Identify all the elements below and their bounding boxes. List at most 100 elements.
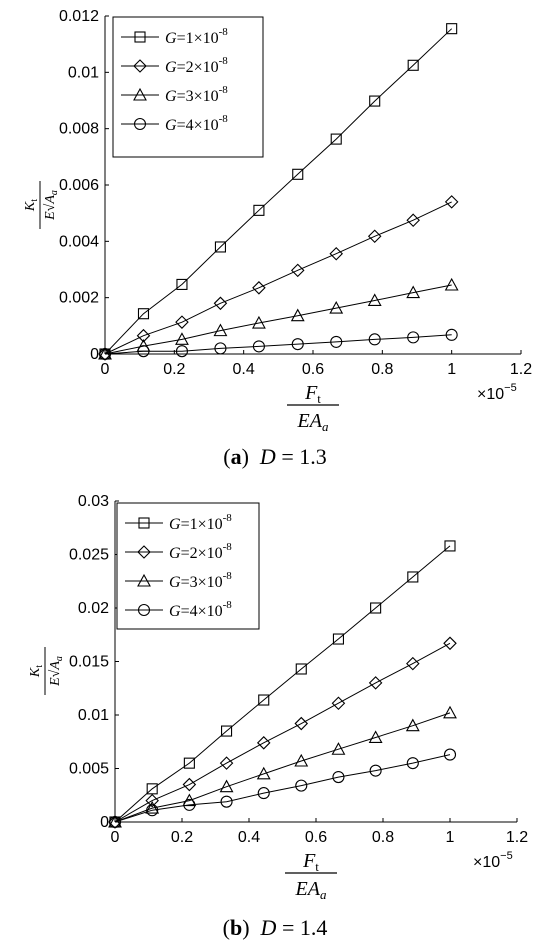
chart-a-x-label: Ft EAa bbox=[287, 382, 339, 434]
chart-b-x-tick-label: 0.6 bbox=[305, 829, 327, 846]
chart-a-triangle-marker bbox=[367, 293, 382, 307]
chart-b-legend-marker bbox=[137, 545, 151, 559]
chart-a-legend-marker bbox=[133, 59, 147, 73]
chart-b-legend: G=1×10-8 G=2×10-8 G=3×10-8 G=4×10-8 bbox=[116, 502, 260, 630]
chart-b-legend-marker bbox=[138, 517, 150, 529]
chart-a-triangle-marker bbox=[290, 308, 305, 322]
chart-a-y-tick-label: 0.01 bbox=[68, 64, 99, 81]
chart-panel-a: 0 0.002 0.004 0.006 0.008 0.01 0.012 0 0.2 0.4 0.6… bbox=[23, 8, 532, 469]
chart-b-triangle-marker bbox=[331, 742, 346, 755]
chart-b-y-tick-label: 0.03 bbox=[78, 493, 109, 510]
chart-b-y-tick-label: 0.015 bbox=[69, 654, 109, 671]
chart-a-circle-marker bbox=[407, 331, 420, 344]
chart-a-circle-marker bbox=[330, 335, 343, 348]
chart-a-diamond-marker bbox=[175, 315, 189, 329]
chart-a-legend-box bbox=[112, 16, 264, 158]
chart-b-circle-marker bbox=[146, 804, 159, 817]
chart-a-legend-marker bbox=[134, 31, 146, 43]
chart-a-square-marker bbox=[292, 168, 304, 180]
chart-a-series-line bbox=[104, 28, 453, 355]
chart-b-circle-marker bbox=[443, 748, 457, 761]
chart-a-diamond-marker bbox=[444, 195, 459, 209]
chart-a-square-marker bbox=[137, 308, 150, 320]
chart-a-y-label-num: Kt bbox=[23, 199, 40, 212]
chart-a-square-marker bbox=[407, 59, 419, 71]
chart-a-diamond-marker bbox=[329, 246, 344, 261]
chart-a-triangle-marker bbox=[444, 277, 459, 291]
chart-b-square-marker bbox=[332, 633, 344, 645]
chart-a-circle-marker bbox=[252, 340, 265, 353]
chart-b-series-triangle bbox=[108, 705, 457, 828]
chart-b-square-marker bbox=[295, 663, 307, 675]
caption-b-letter: b bbox=[229, 915, 243, 940]
caption-a-eq: = 1.3 bbox=[275, 444, 327, 469]
chart-b-circle-marker bbox=[406, 757, 419, 770]
chart-a-series-circle bbox=[98, 328, 458, 361]
chart-b-legend-label: G=4×10-8 bbox=[169, 599, 232, 620]
chart-a-legend-label: G=1×10-8 bbox=[165, 26, 228, 47]
chart-b-triangle-marker bbox=[294, 753, 309, 767]
chart-b-square-marker bbox=[444, 540, 456, 552]
chart-b-series-square bbox=[109, 540, 456, 828]
chart-b-diamond-marker bbox=[406, 656, 420, 671]
chart-a-circle-marker bbox=[291, 338, 304, 351]
chart-b-svg: 0 0.005 0.01 0.015 0.02 0.025 0.03 0 0.2 0.4 0.6 0.… bbox=[28, 493, 528, 902]
chart-b-circle-marker bbox=[295, 779, 308, 792]
chart-a-series-line bbox=[104, 334, 452, 355]
chart-b-triangle-marker bbox=[405, 718, 420, 732]
chart-a-x-tick-label: 0.4 bbox=[233, 361, 255, 378]
chart-b-circle-marker bbox=[369, 764, 382, 777]
chart-b-triangle-marker bbox=[145, 800, 160, 814]
chart-b-x-tick-label: 1 bbox=[446, 829, 455, 846]
chart-b-circle-marker bbox=[332, 771, 345, 784]
chart-b-x-label-num: Ft bbox=[302, 850, 319, 874]
chart-b-x-label: Ft EAa bbox=[285, 850, 337, 902]
chart-b-circle-marker bbox=[257, 787, 270, 800]
chart-panel-b: 0 0.005 0.01 0.015 0.02 0.025 0.03 0 0.2 0.4 0.6 0.… bbox=[0, 476, 550, 952]
chart-a-triangle-marker bbox=[175, 332, 189, 345]
chart-a-diamond-marker bbox=[252, 281, 266, 295]
chart-a-diamond-marker bbox=[367, 229, 382, 244]
chart-b-square-marker bbox=[407, 571, 419, 583]
chart-b-diamond-marker bbox=[331, 696, 346, 711]
chart-b-y-label-den: E√Aa bbox=[48, 656, 65, 687]
chart-a-diamond-marker bbox=[213, 296, 228, 311]
chart-a-circle-marker bbox=[368, 333, 381, 346]
chart-b-series-diamond bbox=[108, 636, 457, 829]
chart-a-legend-marker bbox=[133, 87, 147, 101]
chart-a-triangle-marker bbox=[213, 323, 228, 337]
chart-b-series-circle bbox=[108, 748, 457, 829]
chart-a-series-line bbox=[104, 284, 452, 355]
chart-b-x-tick-label: 0.8 bbox=[372, 829, 394, 846]
chart-a-x-tick-label: 1 bbox=[447, 361, 456, 378]
chart-b-diamond-marker bbox=[443, 636, 457, 651]
chart-a-legend-label: G=4×10-8 bbox=[165, 113, 228, 134]
chart-b-x-tick-label: 1.2 bbox=[506, 829, 528, 846]
chart-b-square-marker bbox=[183, 757, 195, 769]
chart-b-series-line bbox=[114, 712, 451, 823]
chart-b-circle-marker bbox=[183, 798, 196, 811]
chart-a-y-tick-label: 0.008 bbox=[59, 121, 99, 138]
chart-b-triangle-marker bbox=[368, 730, 383, 744]
chart-a-square-marker bbox=[214, 241, 226, 253]
chart-b-diamond-marker bbox=[219, 756, 234, 770]
chart-b-diamond-marker bbox=[294, 716, 309, 731]
chart-b-square-marker bbox=[258, 694, 270, 706]
chart-a-x-tick-label: 0 bbox=[101, 361, 110, 378]
chart-a-x-tick-label: 0.6 bbox=[302, 361, 324, 378]
chart-b-y-tick-label: 0 bbox=[100, 814, 109, 831]
chart-a-circle-marker bbox=[137, 345, 150, 358]
chart-a-y-label: KtE√Aa bbox=[23, 181, 60, 229]
chart-b-y-tick-label: 0.005 bbox=[69, 761, 109, 778]
chart-b-x-tick-label: 0.4 bbox=[238, 829, 260, 846]
chart-b-series-line bbox=[114, 642, 451, 823]
caption-b: (b) D = 1.4 bbox=[222, 915, 328, 940]
chart-a-x-label-num: Ft bbox=[304, 382, 321, 406]
chart-b-triangle-marker bbox=[443, 705, 457, 719]
chart-a-y-tick-label: 0.006 bbox=[59, 177, 99, 194]
chart-a-x-tick-label: 0.2 bbox=[163, 361, 185, 378]
chart-a-square-marker bbox=[176, 278, 188, 290]
chart-b-y-label-num: Kt bbox=[28, 665, 45, 678]
chart-a-triangle-marker bbox=[329, 300, 344, 314]
chart-b-triangle-marker bbox=[256, 766, 271, 780]
